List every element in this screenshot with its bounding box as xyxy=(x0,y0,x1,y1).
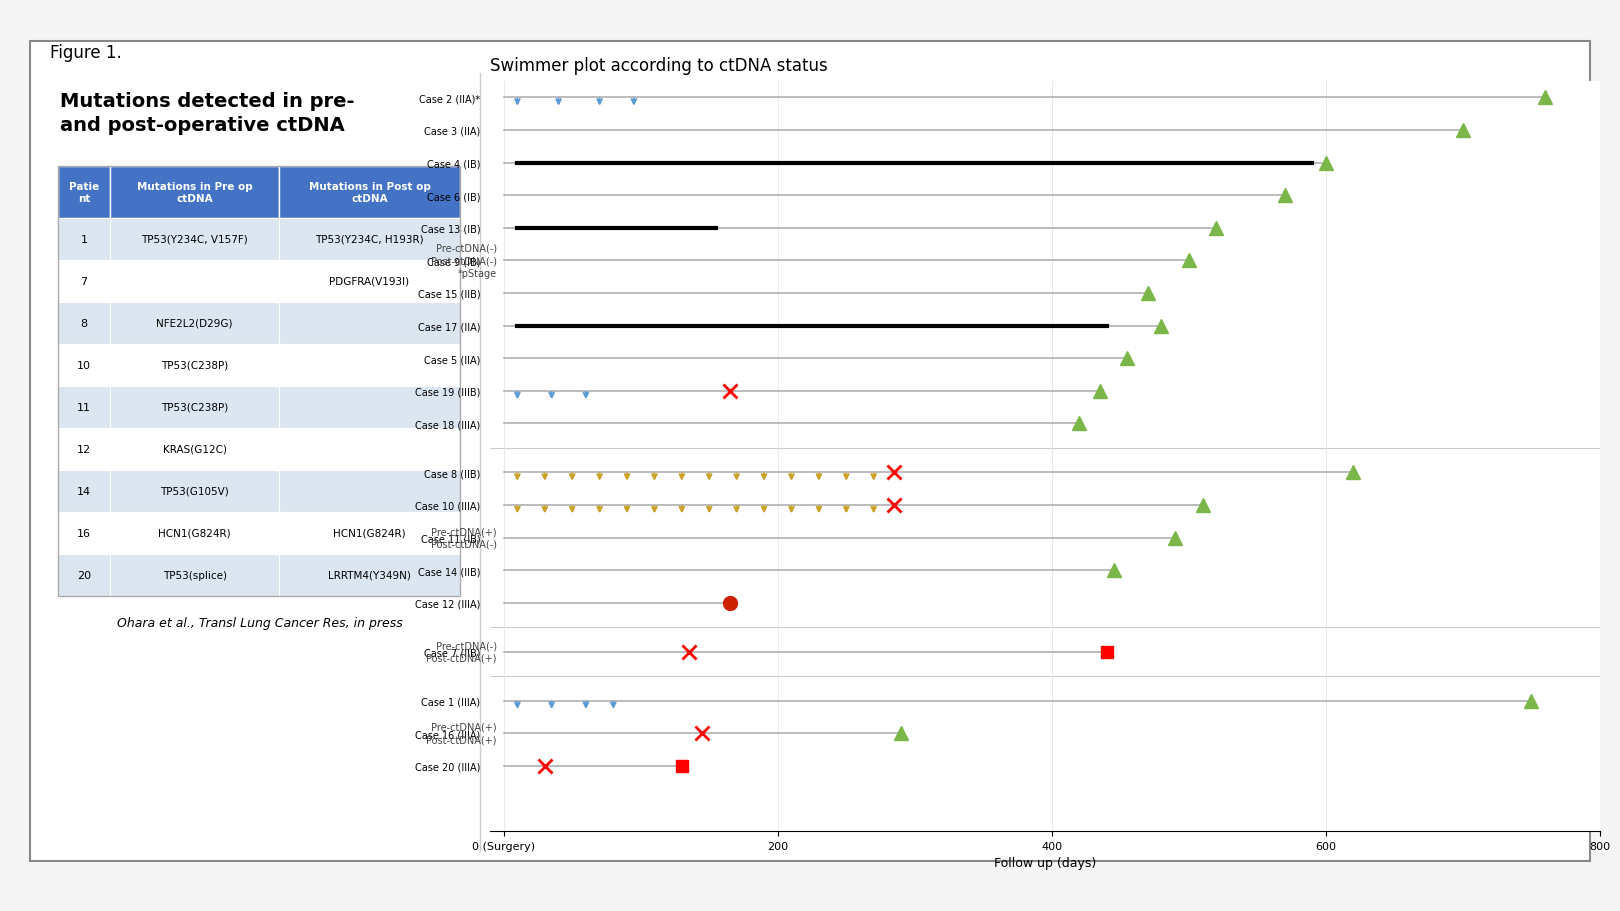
Text: Pre-ctDNA(+)
Post-ctDNA(-): Pre-ctDNA(+) Post-ctDNA(-) xyxy=(431,527,497,549)
Text: KRAS(G12C): KRAS(G12C) xyxy=(162,445,227,455)
FancyBboxPatch shape xyxy=(58,219,110,261)
Text: 14: 14 xyxy=(78,486,91,496)
FancyBboxPatch shape xyxy=(279,512,460,555)
Text: TP53(splice): TP53(splice) xyxy=(162,570,227,580)
Text: NFE2L2(D29G): NFE2L2(D29G) xyxy=(157,319,233,329)
Text: Pre-ctDNA(-)
Post-ctDNA(-)
*pStage: Pre-ctDNA(-) Post-ctDNA(-) *pStage xyxy=(431,243,497,279)
Text: Figure 1.: Figure 1. xyxy=(50,44,122,62)
Text: 20: 20 xyxy=(78,570,91,580)
Text: PDGFRA(V193I): PDGFRA(V193I) xyxy=(329,277,410,287)
Text: HCN1(G824R): HCN1(G824R) xyxy=(159,528,232,538)
FancyBboxPatch shape xyxy=(279,167,460,219)
Text: Pre-ctDNA(-)
Post-ctDNA(+): Pre-ctDNA(-) Post-ctDNA(+) xyxy=(426,640,497,663)
Text: TP53(Y234C, V157F): TP53(Y234C, V157F) xyxy=(141,235,248,245)
FancyBboxPatch shape xyxy=(279,344,460,386)
Text: 1: 1 xyxy=(81,235,87,245)
FancyBboxPatch shape xyxy=(31,42,1589,861)
FancyBboxPatch shape xyxy=(58,344,110,386)
FancyBboxPatch shape xyxy=(58,470,110,512)
FancyBboxPatch shape xyxy=(110,261,279,302)
FancyBboxPatch shape xyxy=(58,512,110,555)
FancyBboxPatch shape xyxy=(279,261,460,302)
Text: 8: 8 xyxy=(81,319,87,329)
Text: HCN1(G824R): HCN1(G824R) xyxy=(334,528,407,538)
X-axis label: Follow up (days): Follow up (days) xyxy=(995,856,1097,869)
FancyBboxPatch shape xyxy=(58,555,110,597)
Text: TP53(Y234C, H193R): TP53(Y234C, H193R) xyxy=(316,235,424,245)
Text: LRRTM4(Y349N): LRRTM4(Y349N) xyxy=(329,570,411,580)
FancyBboxPatch shape xyxy=(58,261,110,302)
Text: Ohara et al., Transl Lung Cancer Res, in press: Ohara et al., Transl Lung Cancer Res, in… xyxy=(117,617,403,630)
FancyBboxPatch shape xyxy=(110,428,279,470)
FancyBboxPatch shape xyxy=(110,302,279,344)
FancyBboxPatch shape xyxy=(110,167,279,219)
FancyBboxPatch shape xyxy=(58,167,110,219)
Text: 7: 7 xyxy=(81,277,87,287)
Text: Mutations in Post op
ctDNA: Mutations in Post op ctDNA xyxy=(309,181,431,204)
FancyBboxPatch shape xyxy=(279,219,460,261)
FancyBboxPatch shape xyxy=(279,386,460,428)
Text: TP53(C238P): TP53(C238P) xyxy=(160,403,228,413)
Text: Patie
nt: Patie nt xyxy=(70,181,99,204)
FancyBboxPatch shape xyxy=(58,386,110,428)
FancyBboxPatch shape xyxy=(110,219,279,261)
Text: 10: 10 xyxy=(78,361,91,371)
Text: Pre-ctDNA(+)
Post-ctDNA(+): Pre-ctDNA(+) Post-ctDNA(+) xyxy=(426,722,497,744)
Text: 11: 11 xyxy=(78,403,91,413)
FancyBboxPatch shape xyxy=(58,302,110,344)
Text: TP53(G105V): TP53(G105V) xyxy=(160,486,228,496)
FancyBboxPatch shape xyxy=(279,555,460,597)
Text: TP53(C238P): TP53(C238P) xyxy=(160,361,228,371)
FancyBboxPatch shape xyxy=(279,428,460,470)
FancyBboxPatch shape xyxy=(58,428,110,470)
Text: Swimmer plot according to ctDNA status: Swimmer plot according to ctDNA status xyxy=(489,56,828,75)
Text: 12: 12 xyxy=(78,445,91,455)
Text: Mutations detected in pre-
and post-operative ctDNA: Mutations detected in pre- and post-oper… xyxy=(60,92,355,134)
FancyBboxPatch shape xyxy=(110,344,279,386)
FancyBboxPatch shape xyxy=(279,470,460,512)
Text: 16: 16 xyxy=(78,528,91,538)
FancyBboxPatch shape xyxy=(110,512,279,555)
FancyBboxPatch shape xyxy=(110,386,279,428)
FancyBboxPatch shape xyxy=(279,302,460,344)
Text: Mutations in Pre op
ctDNA: Mutations in Pre op ctDNA xyxy=(136,181,253,204)
FancyBboxPatch shape xyxy=(110,555,279,597)
FancyBboxPatch shape xyxy=(110,470,279,512)
